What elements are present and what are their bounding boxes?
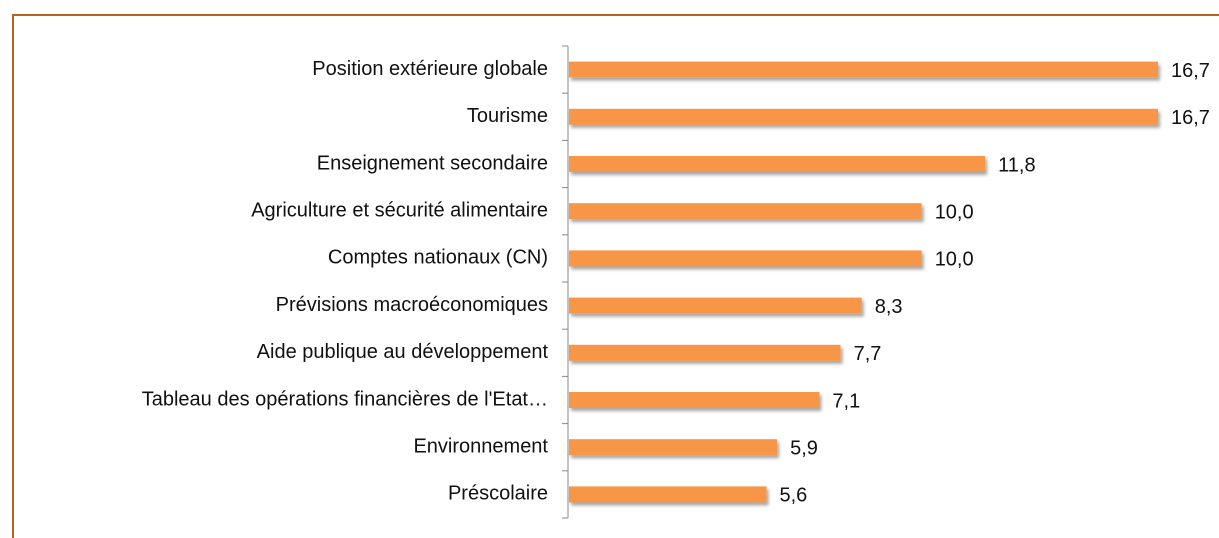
bar: [569, 250, 922, 267]
category-label: Aide publique au développement: [257, 341, 549, 363]
bar: [569, 439, 778, 456]
value-label: 16,7: [1171, 60, 1210, 82]
category-label: Environnement: [413, 435, 548, 457]
value-label: 10,0: [935, 249, 974, 271]
bar: [569, 156, 986, 172]
bar: [569, 108, 1159, 125]
category-label: Enseignement secondaire: [317, 152, 548, 174]
bar: [569, 392, 820, 408]
category-label: Tourisme: [467, 105, 548, 127]
category-label: Prévisions macroéconomiques: [276, 294, 548, 316]
value-label: 11,8: [998, 154, 1035, 176]
category-label: Comptes nationaux (CN): [328, 247, 548, 269]
value-label: 5,6: [780, 485, 808, 507]
bar: [569, 344, 841, 361]
category-label: Position extérieure globale: [312, 58, 548, 80]
value-label: 16,7: [1171, 107, 1210, 129]
category-label: Tableau des opérations financières de l'…: [142, 388, 548, 410]
category-label: Agriculture et sécurité alimentaire: [251, 199, 548, 221]
value-label: 10,0: [935, 201, 974, 223]
frame: [12, 14, 1219, 538]
value-label: 7,7: [854, 343, 882, 365]
bar: [569, 61, 1159, 78]
value-label: 8,3: [875, 296, 903, 318]
value-label: 5,9: [790, 437, 818, 459]
value-label: 7,1: [832, 390, 860, 412]
category-label: Préscolaire: [448, 483, 548, 505]
bar: [569, 297, 862, 314]
bar: [569, 203, 922, 220]
bar: [569, 486, 767, 503]
